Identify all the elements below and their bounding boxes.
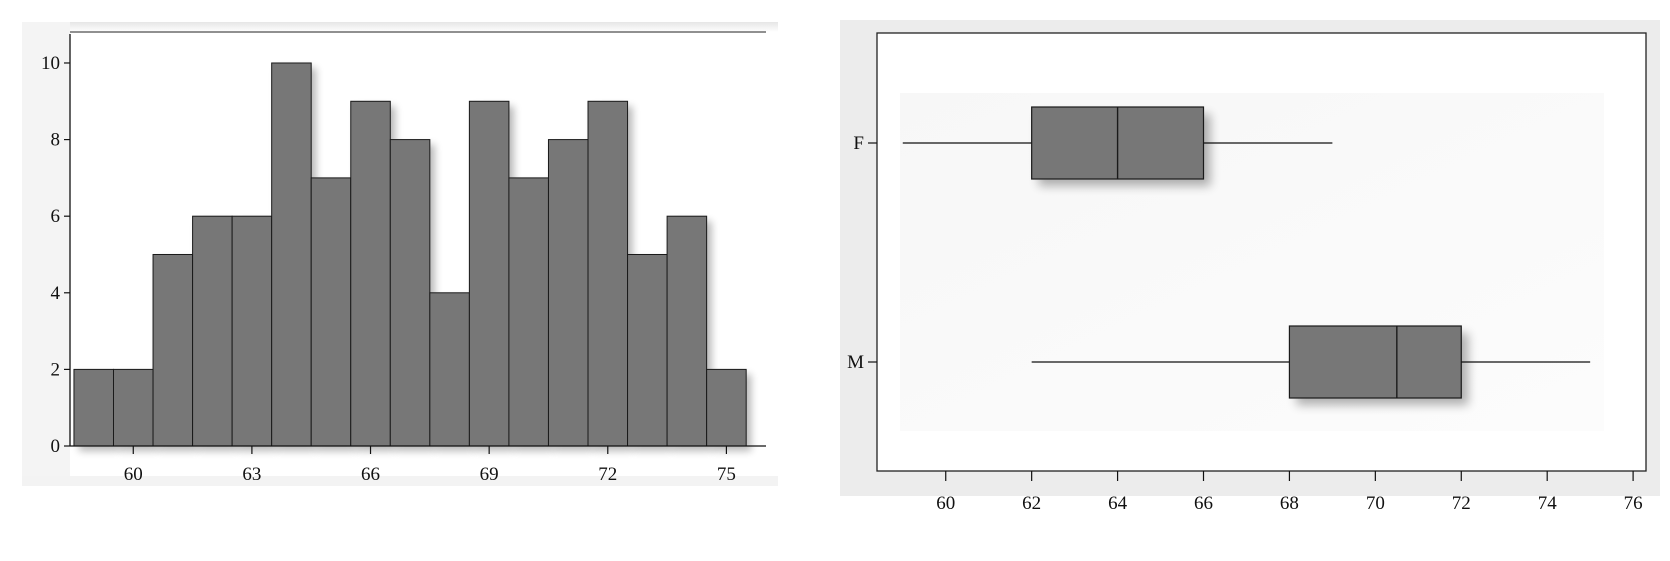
histogram-x-tick-label: 63 (242, 464, 261, 485)
boxplot-x-tick-label: 68 (1280, 493, 1299, 514)
histogram-bar (73, 368, 114, 447)
boxplot-group-m (1031, 325, 1591, 405)
histogram-bar (666, 215, 708, 447)
histogram-bar (508, 177, 549, 447)
boxplot-x-tick-label: 66 (1194, 493, 1213, 514)
boxplot-x-tick-label: 60 (936, 493, 955, 514)
boxplot-group-label: F (853, 133, 864, 154)
histogram-x-tick-label: 69 (480, 464, 499, 485)
histogram-axes: 0 2 4 6 8 10 60 63 66 69 72 75 (41, 31, 766, 485)
histogram-bar (310, 177, 352, 447)
histogram-bar (389, 139, 431, 447)
histogram-y-tick-label: 10 (41, 53, 60, 74)
histogram-bar (468, 100, 510, 447)
histogram-bar (152, 253, 194, 447)
histogram-frame-bottom (22, 476, 778, 486)
histogram-bars (73, 62, 747, 447)
boxplot-group-f (902, 106, 1333, 186)
boxplot-box (1288, 325, 1462, 399)
histogram-x-tick-label: 66 (361, 464, 380, 485)
boxplot-inner-panel (900, 93, 1604, 431)
boxplot-chart: F M 60 62 64 66 68 70 72 74 76 (840, 20, 1660, 514)
histogram-bar (271, 62, 312, 447)
histogram-chart: 0 2 4 6 8 10 60 63 66 69 72 75 (22, 22, 778, 486)
boxplot-x-tick-label: 70 (1366, 493, 1385, 514)
histogram-frame-top (22, 22, 778, 32)
histogram-bar (547, 139, 589, 447)
boxplot-groups (902, 106, 1591, 405)
boxplot-x-tick-label: 72 (1452, 493, 1471, 514)
boxplot-group-label: M (847, 352, 864, 373)
boxplot-x-tick-label: 62 (1022, 493, 1041, 514)
histogram-x-tick-label: 60 (124, 464, 143, 485)
histogram-y-tick-label: 0 (51, 436, 61, 457)
histogram-panel: 0 2 4 6 8 10 60 63 66 69 72 75 (0, 0, 800, 556)
histogram-bar (192, 215, 233, 447)
histogram-x-tick-label: 75 (717, 464, 736, 485)
boxplot-x-tick-label: 76 (1624, 493, 1643, 514)
histogram-bar (706, 368, 747, 447)
histogram-bar (112, 368, 154, 447)
histogram-y-tick-label: 2 (51, 359, 61, 380)
histogram-bar (231, 215, 273, 447)
boxplot-x-tick-label: 64 (1108, 493, 1128, 514)
boxplot-axes: F M 60 62 64 66 68 70 72 74 76 (847, 133, 1643, 514)
histogram-x-tick-label: 72 (598, 464, 617, 485)
histogram-y-tick-label: 4 (51, 283, 61, 304)
boxplot-panel: F M 60 62 64 66 68 70 72 74 76 (830, 0, 1670, 556)
histogram-bar (429, 292, 470, 447)
histogram-y-tick-label: 8 (51, 130, 61, 151)
histogram-bar (587, 100, 629, 447)
histogram-frame-left (22, 22, 70, 482)
histogram-y-tick-label: 6 (51, 206, 61, 227)
histogram-bar (350, 100, 391, 447)
histogram-bar (627, 253, 668, 447)
boxplot-x-tick-label: 74 (1538, 493, 1558, 514)
